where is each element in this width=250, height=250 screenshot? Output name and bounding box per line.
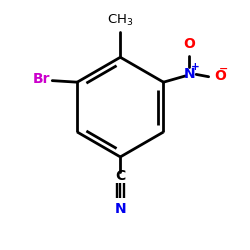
Text: C: C (115, 168, 126, 182)
Text: +: + (191, 62, 200, 72)
Text: CH$_3$: CH$_3$ (107, 13, 134, 28)
Text: O: O (214, 69, 226, 83)
Text: O: O (183, 37, 195, 51)
Text: N: N (114, 202, 126, 216)
Text: Br: Br (33, 72, 51, 86)
Text: N: N (183, 68, 195, 82)
Text: −: − (219, 64, 228, 74)
